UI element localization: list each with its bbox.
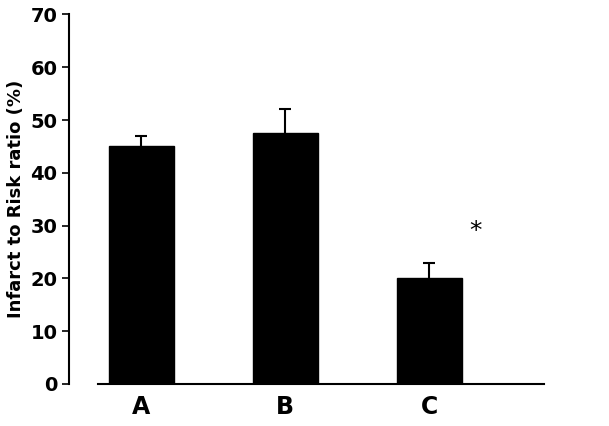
Y-axis label: Infarct to Risk ratio (%): Infarct to Risk ratio (%) — [7, 80, 25, 318]
Bar — [253, 133, 318, 384]
Text: *: * — [469, 219, 482, 243]
Bar — [397, 278, 462, 384]
Bar — [109, 147, 174, 384]
